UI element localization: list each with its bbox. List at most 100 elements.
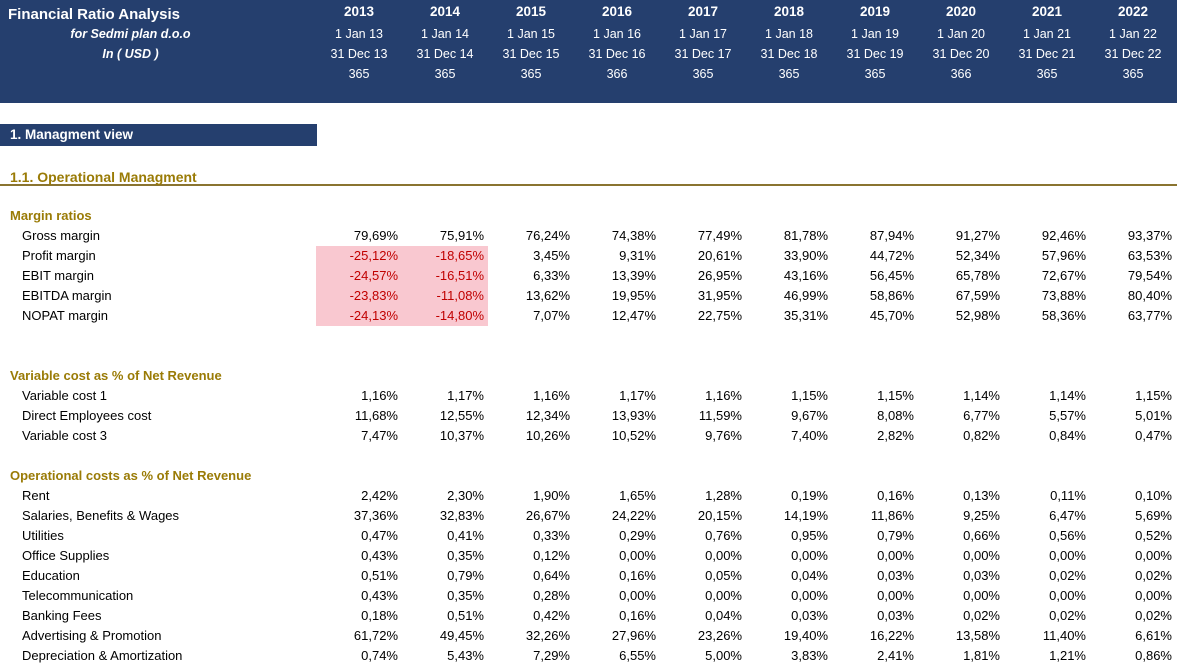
value-cell[interactable]: 0,04%	[705, 608, 742, 623]
value-cell[interactable]: 63,53%	[1127, 248, 1172, 263]
value-cell[interactable]: 13,58%	[955, 628, 1000, 643]
value-cell[interactable]: -16,51%	[402, 266, 488, 286]
value-cell[interactable]: 0,33%	[533, 528, 570, 543]
value-cell[interactable]: 0,41%	[447, 528, 484, 543]
value-cell[interactable]: 2,82%	[877, 428, 914, 443]
value-cell[interactable]: 0,52%	[1135, 528, 1172, 543]
value-cell[interactable]: 7,29%	[533, 648, 570, 663]
value-cell[interactable]: 14,19%	[783, 508, 828, 523]
value-cell[interactable]: 23,26%	[697, 628, 742, 643]
value-cell[interactable]: 33,90%	[783, 248, 828, 263]
value-cell[interactable]: 1,16%	[361, 388, 398, 403]
value-cell[interactable]: 0,47%	[1135, 428, 1172, 443]
row-label[interactable]: Gross margin	[22, 228, 101, 243]
value-cell[interactable]: 13,62%	[525, 288, 570, 303]
value-cell[interactable]: 0,64%	[533, 568, 570, 583]
value-cell[interactable]: 8,08%	[877, 408, 914, 423]
value-cell[interactable]: 10,52%	[611, 428, 656, 443]
value-cell[interactable]: 73,88%	[1041, 288, 1086, 303]
value-cell[interactable]: 2,42%	[361, 488, 398, 503]
row-label[interactable]: Direct Employees cost	[22, 408, 152, 423]
value-cell[interactable]: 9,67%	[791, 408, 828, 423]
value-cell[interactable]: 0,03%	[877, 608, 914, 623]
value-cell[interactable]: 0,29%	[619, 528, 656, 543]
value-cell[interactable]: 0,79%	[447, 568, 484, 583]
value-cell[interactable]: 9,76%	[705, 428, 742, 443]
value-cell[interactable]: 1,28%	[705, 488, 742, 503]
value-cell[interactable]: 63,77%	[1127, 308, 1172, 323]
value-cell[interactable]: 52,98%	[955, 308, 1000, 323]
value-cell[interactable]: 0,00%	[705, 548, 742, 563]
value-cell[interactable]: 0,28%	[533, 588, 570, 603]
value-cell[interactable]: 10,37%	[439, 428, 484, 443]
value-cell[interactable]: 5,01%	[1135, 408, 1172, 423]
value-cell[interactable]: 9,31%	[619, 248, 656, 263]
value-cell[interactable]: 65,78%	[955, 268, 1000, 283]
value-cell[interactable]: 5,43%	[447, 648, 484, 663]
value-cell[interactable]: 12,47%	[611, 308, 656, 323]
value-cell[interactable]: 1,17%	[447, 388, 484, 403]
value-cell[interactable]: 6,77%	[963, 408, 1000, 423]
value-cell[interactable]: 87,94%	[869, 228, 914, 243]
value-cell[interactable]: 92,46%	[1041, 228, 1086, 243]
value-cell[interactable]: 11,59%	[698, 408, 742, 423]
value-cell[interactable]: 26,67%	[525, 508, 570, 523]
value-cell[interactable]: 0,95%	[791, 528, 828, 543]
value-cell[interactable]: 67,59%	[955, 288, 1000, 303]
value-cell[interactable]: 0,00%	[1049, 548, 1086, 563]
value-cell[interactable]: 24,22%	[611, 508, 656, 523]
value-cell[interactable]: 3,45%	[533, 248, 570, 263]
value-cell[interactable]: 91,27%	[955, 228, 1000, 243]
row-label[interactable]: Depreciation & Amortization	[22, 648, 183, 663]
value-cell[interactable]: 0,82%	[963, 428, 1000, 443]
value-cell[interactable]: 0,02%	[963, 608, 1000, 623]
value-cell[interactable]: 52,34%	[955, 248, 1000, 263]
value-cell[interactable]: 37,36%	[353, 508, 398, 523]
value-cell[interactable]: 1,16%	[533, 388, 570, 403]
value-cell[interactable]: 61,72%	[353, 628, 398, 643]
value-cell[interactable]: 0,16%	[619, 568, 656, 583]
row-label[interactable]: EBITDA margin	[22, 288, 112, 303]
value-cell[interactable]: 19,95%	[611, 288, 656, 303]
row-label[interactable]: Banking Fees	[22, 608, 102, 623]
value-cell[interactable]: 56,45%	[869, 268, 914, 283]
value-cell[interactable]: -24,13%	[316, 306, 402, 326]
value-cell[interactable]: 0,00%	[1135, 548, 1172, 563]
value-cell[interactable]: 11,40%	[1042, 628, 1086, 643]
value-cell[interactable]: 1,65%	[619, 488, 656, 503]
value-cell[interactable]: 0,86%	[1135, 648, 1172, 663]
row-label[interactable]: Salaries, Benefits & Wages	[22, 508, 180, 523]
value-cell[interactable]: 0,76%	[705, 528, 742, 543]
row-label[interactable]: EBIT margin	[22, 268, 95, 283]
value-cell[interactable]: 0,51%	[361, 568, 398, 583]
value-cell[interactable]: 1,17%	[619, 388, 656, 403]
row-label[interactable]: Office Supplies	[22, 548, 110, 563]
value-cell[interactable]: 0,35%	[447, 548, 484, 563]
value-cell[interactable]: 74,38%	[611, 228, 656, 243]
value-cell[interactable]: 0,16%	[619, 608, 656, 623]
value-cell[interactable]: 0,02%	[1049, 568, 1086, 583]
value-cell[interactable]: 1,21%	[1049, 648, 1086, 663]
value-cell[interactable]: 0,66%	[963, 528, 1000, 543]
value-cell[interactable]: 35,31%	[783, 308, 828, 323]
value-cell[interactable]: 93,37%	[1127, 228, 1172, 243]
value-cell[interactable]: 43,16%	[783, 268, 828, 283]
value-cell[interactable]: 12,34%	[525, 408, 570, 423]
row-label[interactable]: NOPAT margin	[22, 308, 108, 323]
value-cell[interactable]: 1,14%	[963, 388, 1000, 403]
value-cell[interactable]: 0,10%	[1135, 488, 1172, 503]
row-label[interactable]: Utilities	[22, 528, 64, 543]
value-cell[interactable]: 0,00%	[963, 588, 1000, 603]
value-cell[interactable]: 0,02%	[1135, 568, 1172, 583]
value-cell[interactable]: 19,40%	[783, 628, 828, 643]
value-cell[interactable]: 0,00%	[877, 588, 914, 603]
value-cell[interactable]: 0,42%	[533, 608, 570, 623]
value-cell[interactable]: 0,00%	[963, 548, 1000, 563]
value-cell[interactable]: 0,03%	[877, 568, 914, 583]
value-cell[interactable]: 5,57%	[1049, 408, 1086, 423]
value-cell[interactable]: 0,43%	[361, 588, 398, 603]
value-cell[interactable]: 0,00%	[705, 588, 742, 603]
value-cell[interactable]: 0,03%	[963, 568, 1000, 583]
value-cell[interactable]: 2,41%	[877, 648, 914, 663]
value-cell[interactable]: 20,61%	[697, 248, 742, 263]
